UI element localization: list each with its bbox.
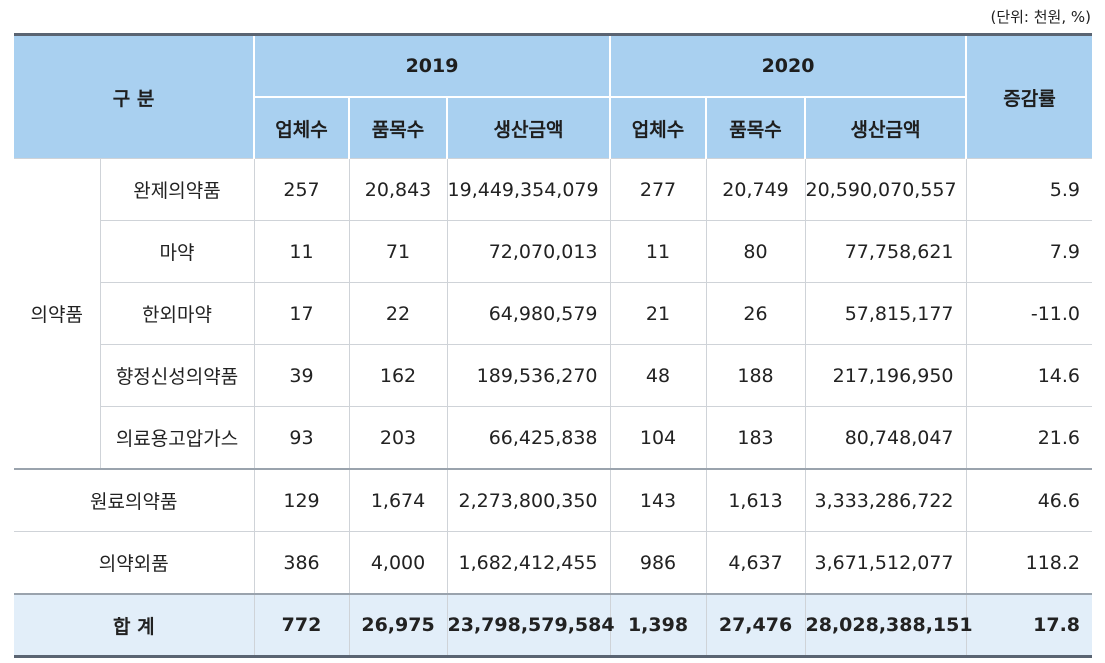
cell: 23,798,579,584 xyxy=(446,593,615,657)
table-row: 한외마약 17 22 64,980,579 21 26 57,815,177 -… xyxy=(14,282,1093,345)
cell: 46.6 xyxy=(965,468,1093,532)
cell: 20,590,070,557 xyxy=(804,158,967,221)
table-row: 의약외품 386 4,000 1,682,412,455 986 4,637 3… xyxy=(14,531,1093,594)
table-row: 마약 11 71 72,070,013 11 80 77,758,621 7.9 xyxy=(14,220,1093,283)
table-row: 원료의약품 129 1,674 2,273,800,350 143 1,613 … xyxy=(14,468,1093,532)
cell: 17 xyxy=(253,282,350,345)
header-sub: 품목수 xyxy=(348,96,448,159)
cell: 986 xyxy=(609,531,707,594)
row-name: 완제의약품 xyxy=(99,158,255,221)
cell: 11 xyxy=(253,220,350,283)
unit-note: (단위: 천원, %) xyxy=(990,8,1091,26)
production-table: 구 분 2019 2020 증감률 업체수 품목수 생산금액 업체수 품목수 생… xyxy=(14,33,1093,658)
cell: 11 xyxy=(609,220,707,283)
row-name: 원료의약품 xyxy=(14,468,255,532)
cell: 162 xyxy=(348,344,448,407)
cell: 71 xyxy=(348,220,448,283)
row-name: 의료용고압가스 xyxy=(99,406,255,469)
cell: 20,843 xyxy=(348,158,448,221)
cell: 27,476 xyxy=(705,593,806,657)
cell: 189,536,270 xyxy=(446,344,611,407)
cell: 80,748,047 xyxy=(804,406,967,469)
row-name: 마약 xyxy=(99,220,255,283)
header-sub: 업체수 xyxy=(253,96,350,159)
cell: 14.6 xyxy=(965,344,1093,407)
cell: 22 xyxy=(348,282,448,345)
cell: 7.9 xyxy=(965,220,1093,283)
cell: 21 xyxy=(609,282,707,345)
cell: 26 xyxy=(705,282,806,345)
cell: 118.2 xyxy=(965,531,1093,594)
group-label: 의약품 xyxy=(14,158,100,469)
table-row: 향정신성의약품 39 162 189,536,270 48 188 217,19… xyxy=(14,344,1093,407)
cell: 1,398 xyxy=(609,593,707,657)
cell: 188 xyxy=(705,344,806,407)
cell: 4,000 xyxy=(348,531,448,594)
cell: 2,273,800,350 xyxy=(446,468,611,532)
header-year-2019: 2019 xyxy=(253,34,611,97)
cell: 129 xyxy=(253,468,350,532)
cell: -11.0 xyxy=(965,282,1093,345)
cell: 143 xyxy=(609,468,707,532)
cell: 39 xyxy=(253,344,350,407)
cell: 277 xyxy=(609,158,707,221)
header-category: 구 분 xyxy=(14,34,255,159)
row-name: 한외마약 xyxy=(99,282,255,345)
cell: 19,449,354,079 xyxy=(446,158,611,221)
row-name: 의약외품 xyxy=(14,531,255,594)
cell: 257 xyxy=(253,158,350,221)
cell: 1,674 xyxy=(348,468,448,532)
cell: 203 xyxy=(348,406,448,469)
cell: 80 xyxy=(705,220,806,283)
cell: 104 xyxy=(609,406,707,469)
cell: 28,028,388,151 xyxy=(804,593,973,657)
header-year-2020: 2020 xyxy=(609,34,967,97)
cell: 64,980,579 xyxy=(446,282,611,345)
header-sub: 생산금액 xyxy=(804,96,967,159)
cell: 5.9 xyxy=(965,158,1093,221)
cell: 1,613 xyxy=(705,468,806,532)
total-row: 합 계 772 26,975 23,798,579,584 1,398 27,4… xyxy=(14,593,1093,657)
cell: 57,815,177 xyxy=(804,282,967,345)
cell: 3,671,512,077 xyxy=(804,531,967,594)
cell: 20,749 xyxy=(705,158,806,221)
cell: 26,975 xyxy=(348,593,448,657)
header-sub: 생산금액 xyxy=(446,96,611,159)
cell: 1,682,412,455 xyxy=(446,531,611,594)
cell: 93 xyxy=(253,406,350,469)
total-label: 합 계 xyxy=(14,593,255,657)
cell: 21.6 xyxy=(965,406,1093,469)
header-change-rate: 증감률 xyxy=(965,34,1093,159)
cell: 772 xyxy=(253,593,350,657)
cell: 77,758,621 xyxy=(804,220,967,283)
cell: 4,637 xyxy=(705,531,806,594)
row-name: 향정신성의약품 xyxy=(99,344,255,407)
table-row: 의약품 완제의약품 257 20,843 19,449,354,079 277 … xyxy=(14,158,1093,469)
cell: 217,196,950 xyxy=(804,344,967,407)
table-row: 의료용고압가스 93 203 66,425,838 104 183 80,748… xyxy=(14,406,1093,469)
cell: 72,070,013 xyxy=(446,220,611,283)
cell: 66,425,838 xyxy=(446,406,611,469)
header-sub: 품목수 xyxy=(705,96,806,159)
header-sub: 업체수 xyxy=(609,96,707,159)
cell: 386 xyxy=(253,531,350,594)
cell: 17.8 xyxy=(965,593,1093,657)
cell: 3,333,286,722 xyxy=(804,468,967,532)
cell: 183 xyxy=(705,406,806,469)
cell: 48 xyxy=(609,344,707,407)
